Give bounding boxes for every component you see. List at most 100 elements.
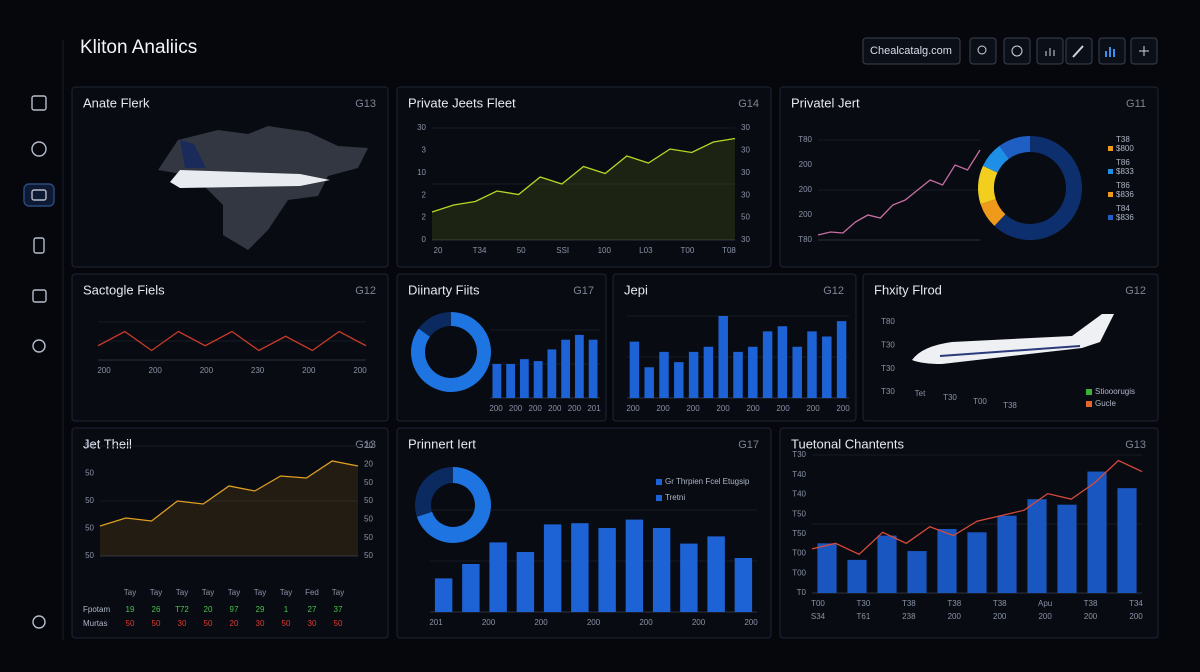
- world-map: [158, 126, 368, 250]
- line: [99, 460, 359, 527]
- app-title: Kliton Analiics: [80, 37, 197, 58]
- axis-label: 100: [598, 246, 612, 255]
- axis-label: 200: [1038, 612, 1052, 621]
- panel: Jepi G12 200 200 200 200 200 200 200 200: [612, 273, 857, 422]
- legend-label: T86: [1116, 181, 1130, 190]
- donut-segment: [980, 199, 1006, 226]
- axis-label: 200: [489, 404, 503, 413]
- bar: [707, 536, 725, 612]
- table-cell: 50: [204, 619, 213, 628]
- bar: [659, 351, 669, 398]
- bar: [598, 528, 616, 612]
- axis-label: 200: [97, 366, 111, 375]
- axis-label: T34: [1129, 599, 1143, 608]
- axis-label: 10: [417, 168, 426, 177]
- line: [431, 137, 736, 213]
- axis-label: T38: [1084, 599, 1098, 608]
- axis-label: 200: [509, 404, 523, 413]
- axis-label: T80: [881, 317, 895, 326]
- settings-icon[interactable]: [32, 615, 46, 629]
- axis-label: 30: [417, 123, 426, 132]
- axis-label: T38: [993, 599, 1007, 608]
- axis-label: 50: [517, 246, 526, 255]
- axis-label: 200: [534, 618, 548, 627]
- panel: Diinarty Fiits G17 200 200 200 200 200 201: [396, 273, 607, 422]
- panel-title: Private Jeets Fleet: [408, 95, 516, 110]
- axis-label: T40: [792, 490, 806, 499]
- axis-label: 200: [568, 404, 582, 413]
- legend-swatch: [1108, 215, 1113, 220]
- bar: [997, 515, 1017, 593]
- bar: [1087, 471, 1107, 593]
- bar: [733, 351, 743, 398]
- filter-button[interactable]: [1003, 37, 1031, 65]
- axis-label: T00: [973, 397, 987, 406]
- axis-label: T34: [473, 246, 487, 255]
- legend-label: Gr Thrpien Fcel Etugsip: [665, 477, 750, 486]
- panel-badge: G13: [355, 439, 376, 451]
- nav-icon[interactable]: [31, 95, 47, 111]
- table-cell: 50: [282, 619, 291, 628]
- table-cell: 50: [334, 619, 343, 628]
- panel-badge: G13: [1125, 439, 1146, 451]
- legend-swatch: [656, 479, 662, 485]
- panel-badge: G11: [1126, 98, 1146, 110]
- axis-label: T61: [857, 612, 871, 621]
- bar: [492, 364, 502, 398]
- axis-label: 50: [741, 213, 750, 222]
- panel: Tuetonal Chantents G13 T30 T40 T40 T50 T50 T00 T…: [779, 427, 1159, 639]
- axis-label: 20: [434, 246, 443, 255]
- search-button[interactable]: [969, 37, 997, 65]
- bar: [506, 364, 516, 398]
- sidebar-icons: [23, 95, 55, 629]
- axis-label: 3: [422, 146, 427, 155]
- axis-label: 200: [836, 404, 850, 413]
- panel-frame: [71, 427, 389, 639]
- axis-label: 200: [302, 366, 316, 375]
- table-header: Tay: [150, 588, 162, 597]
- nav-icon[interactable]: [31, 141, 47, 157]
- nav-icon-active[interactable]: [23, 183, 55, 207]
- nav-icon[interactable]: [32, 289, 47, 303]
- nav-icon[interactable]: [32, 339, 46, 353]
- donut-segment: [416, 467, 491, 543]
- axis-label: 200: [626, 404, 640, 413]
- axis-label: 200: [353, 366, 367, 375]
- legend-value: $836: [1116, 213, 1134, 222]
- panel-title: Anate Flerk: [83, 95, 150, 110]
- table-cell: 30: [256, 619, 265, 628]
- axis-label: 200: [548, 404, 562, 413]
- table-cell: 29: [256, 605, 265, 614]
- chart-button[interactable]: [1098, 37, 1126, 65]
- axis-label: 50: [85, 551, 94, 560]
- panel-frame: [396, 86, 772, 268]
- axis-label: SSI: [556, 246, 569, 255]
- panel-title: Privatel Jert: [791, 95, 860, 110]
- donut-segment: [982, 145, 1009, 173]
- axis-label: T00: [811, 599, 825, 608]
- bar: [1027, 499, 1047, 593]
- bar: [734, 558, 753, 612]
- axis-label: T38: [947, 599, 961, 608]
- nav-icon[interactable]: [33, 237, 45, 254]
- panel-badge: G12: [1125, 285, 1146, 297]
- table-header: Tay: [176, 588, 188, 597]
- line-area: [432, 138, 735, 240]
- search-box[interactable]: Chealcatalg.com: [862, 37, 961, 65]
- airplane: [170, 170, 330, 188]
- bar: [571, 523, 589, 612]
- table-cell: 27: [308, 605, 317, 614]
- bar: [1117, 488, 1137, 593]
- bar: [777, 326, 788, 398]
- panel-badge: G12: [355, 285, 376, 297]
- table-cell: 50: [126, 619, 135, 628]
- axis-label: T00: [792, 568, 806, 577]
- panel-badge: G13: [355, 98, 376, 110]
- axis-label: 238: [902, 612, 916, 621]
- axis-label: 50: [364, 551, 373, 560]
- table-row-name: Fpotam: [83, 605, 110, 614]
- bar: [688, 351, 699, 398]
- search-text[interactable]: Chealcatalg.com: [870, 45, 952, 57]
- panel: Prinnert Iert G17 201 200 200 200 200 200 200 Gr …: [396, 427, 772, 639]
